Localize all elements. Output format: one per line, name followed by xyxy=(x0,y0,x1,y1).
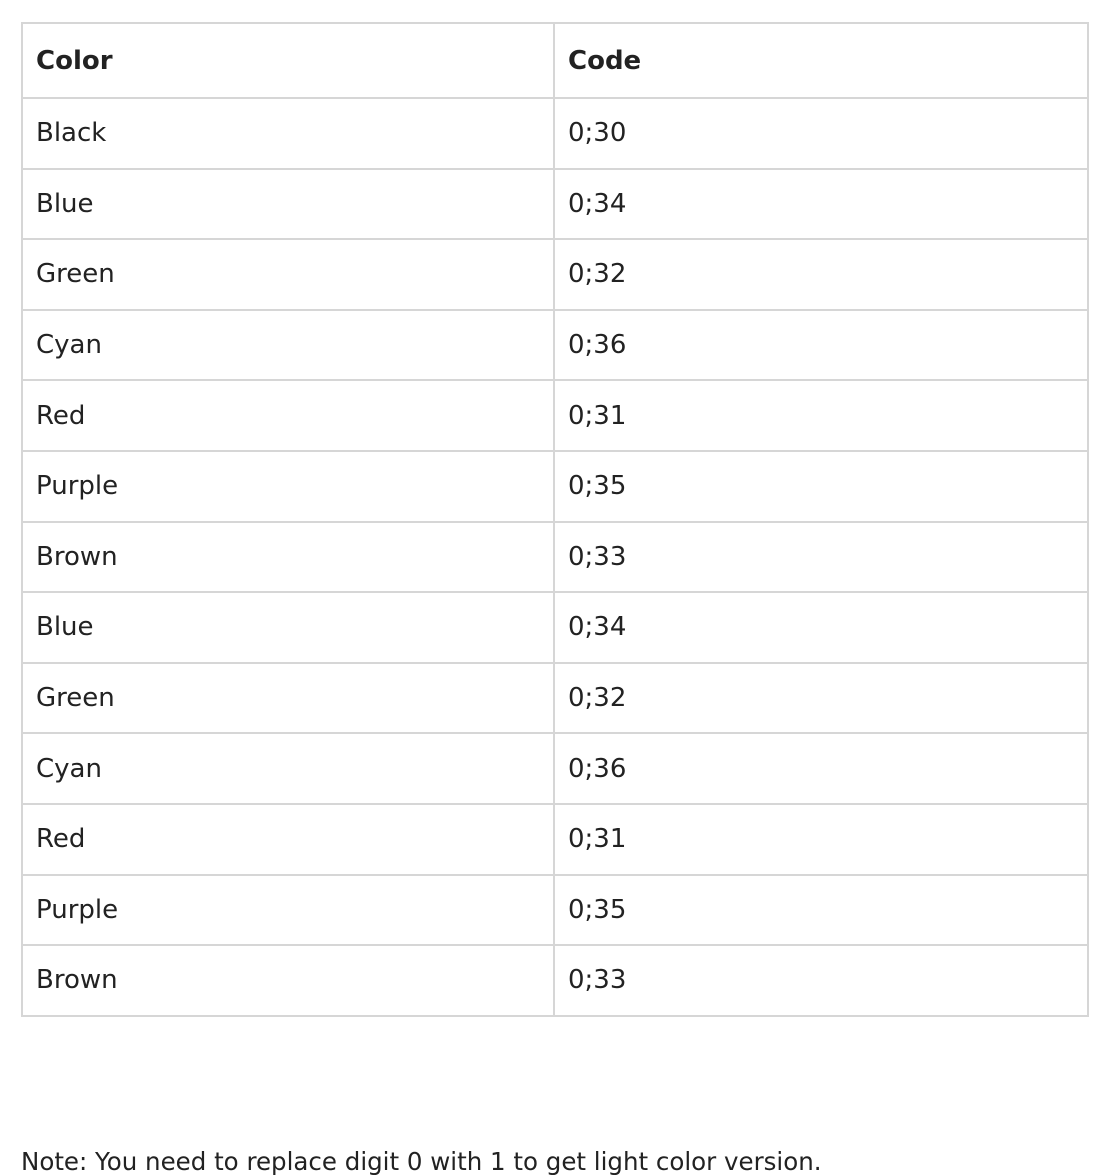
color-code-cell: 0;31 xyxy=(553,802,1089,876)
color-name-cell: Cyan xyxy=(21,732,555,805)
table-row: Brown 0;33 xyxy=(21,944,1089,1017)
color-code-cell: 0;32 xyxy=(553,238,1089,311)
table-row: Green 0;32 xyxy=(21,661,1089,735)
table-row: Blue 0;34 xyxy=(21,167,1089,241)
table-row: Black 0;30 xyxy=(21,97,1089,170)
color-name-cell: Cyan xyxy=(21,308,555,382)
color-code-cell: 0;32 xyxy=(553,661,1089,735)
color-name-cell: Blue xyxy=(21,591,555,664)
table-row: Brown 0;33 xyxy=(21,520,1089,594)
color-code-cell: 0;34 xyxy=(553,167,1089,241)
color-code-cell: 0;35 xyxy=(553,449,1089,523)
color-name-cell: Green xyxy=(21,238,555,311)
color-name-cell: Purple xyxy=(21,449,555,523)
color-code-cell: 0;30 xyxy=(553,97,1089,170)
color-code-cell: 0;36 xyxy=(553,732,1089,805)
color-name-cell: Red xyxy=(21,379,555,452)
header-code: Code xyxy=(553,22,1089,99)
header-color: Color xyxy=(21,22,555,99)
color-code-table: Color Code Black 0;30 Blue 0;34 Green 0;32 Cya… xyxy=(21,22,1089,1017)
color-code-cell: 0;34 xyxy=(553,591,1089,664)
table-row: Cyan 0;36 xyxy=(21,732,1089,805)
color-code-cell: 0;31 xyxy=(553,379,1089,452)
color-code-cell: 0;33 xyxy=(553,520,1089,594)
color-name-cell: Red xyxy=(21,802,555,876)
color-name-cell: Black xyxy=(21,97,555,170)
note-text: Note: You need to replace digit 0 with 1… xyxy=(21,1146,822,1176)
table-row: Blue 0;34 xyxy=(21,591,1089,664)
table-row: Purple 0;35 xyxy=(21,873,1089,947)
color-name-cell: Purple xyxy=(21,873,555,947)
table-row: Green 0;32 xyxy=(21,238,1089,311)
color-name-cell: Blue xyxy=(21,167,555,241)
color-code-cell: 0;33 xyxy=(553,944,1089,1017)
table-row: Purple 0;35 xyxy=(21,449,1089,523)
table-body: Black 0;30 Blue 0;34 Green 0;32 Cyan 0;36 Red 0;3… xyxy=(21,97,1089,1017)
color-name-cell: Brown xyxy=(21,944,555,1017)
table-row: Red 0;31 xyxy=(21,802,1089,876)
table-row: Red 0;31 xyxy=(21,379,1089,452)
color-name-cell: Brown xyxy=(21,520,555,594)
color-code-cell: 0;35 xyxy=(553,873,1089,947)
color-name-cell: Green xyxy=(21,661,555,735)
table-row: Cyan 0;36 xyxy=(21,308,1089,382)
table-header-row: Color Code xyxy=(21,22,1089,99)
color-code-cell: 0;36 xyxy=(553,308,1089,382)
